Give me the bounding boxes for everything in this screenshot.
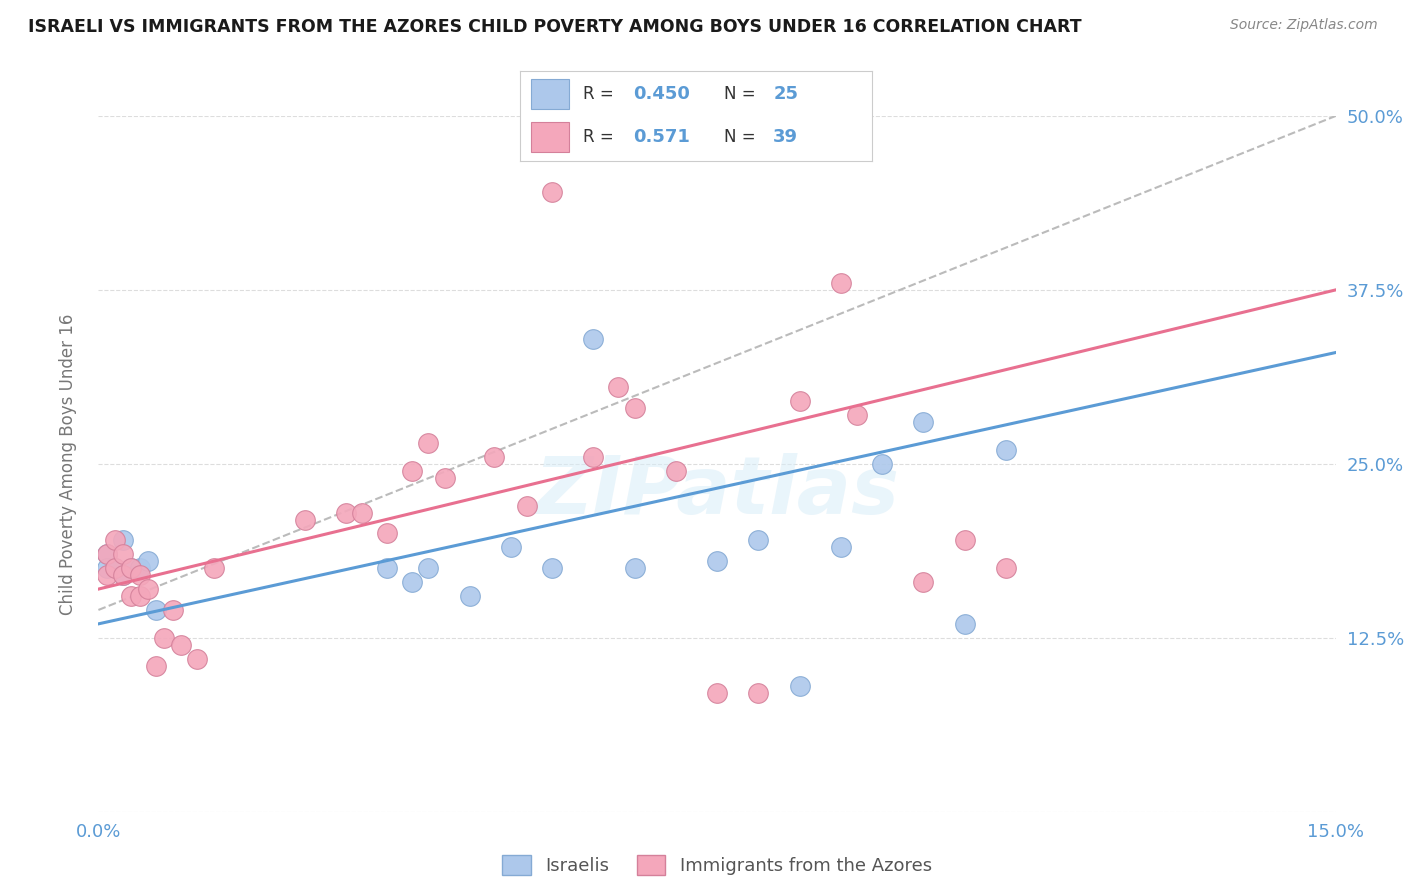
Text: ZIPatlas: ZIPatlas [534, 452, 900, 531]
Point [418, 561, 440, 575]
Point [136, 554, 159, 568]
Point [153, 631, 176, 645]
Text: ISRAELI VS IMMIGRANTS FROM THE AZORES CHILD POVERTY AMONG BOYS UNDER 16 CORRELAT: ISRAELI VS IMMIGRANTS FROM THE AZORES CH… [28, 18, 1081, 36]
Point [112, 547, 135, 561]
Legend: Israelis, Immigrants from the Azores: Israelis, Immigrants from the Azores [495, 847, 939, 883]
Point [136, 582, 159, 596]
Point [706, 686, 728, 700]
Point [120, 589, 142, 603]
Bar [531, 79, 569, 109]
Point [128, 568, 150, 582]
Point [375, 561, 398, 575]
Point [128, 561, 150, 575]
Point [994, 442, 1017, 457]
Point [747, 686, 769, 700]
Point [846, 408, 869, 422]
Point [458, 589, 481, 603]
Point [870, 457, 893, 471]
Point [104, 561, 127, 575]
Point [953, 616, 976, 631]
Point [186, 651, 208, 665]
Point [953, 533, 976, 548]
Point [912, 415, 935, 429]
Point [623, 561, 645, 575]
Point [912, 575, 935, 590]
Point [112, 568, 135, 582]
Y-axis label: Child Poverty Among Boys Under 16: Child Poverty Among Boys Under 16 [59, 313, 77, 615]
Text: N =: N = [724, 128, 761, 146]
Point [582, 332, 605, 346]
Point [112, 533, 135, 548]
Point [541, 186, 564, 200]
Point [352, 506, 374, 520]
Point [112, 568, 135, 582]
Point [418, 436, 440, 450]
Point [401, 575, 423, 590]
Point [104, 533, 127, 548]
Bar [531, 122, 569, 152]
Text: 0.450: 0.450 [633, 85, 689, 103]
Point [789, 680, 811, 694]
Point [665, 464, 688, 478]
Text: 39: 39 [773, 128, 799, 146]
Point [789, 394, 811, 409]
Point [335, 506, 357, 520]
Point [96, 547, 118, 561]
Point [830, 276, 852, 290]
Point [607, 380, 630, 394]
Point [499, 541, 522, 555]
Text: Source: ZipAtlas.com: Source: ZipAtlas.com [1230, 18, 1378, 32]
Text: R =: R = [583, 85, 620, 103]
Point [623, 401, 645, 416]
Point [145, 658, 167, 673]
Point [120, 561, 142, 575]
Point [145, 603, 167, 617]
Text: 0.571: 0.571 [633, 128, 689, 146]
Point [96, 561, 118, 575]
Point [375, 526, 398, 541]
Point [747, 533, 769, 548]
Point [104, 561, 127, 575]
Text: N =: N = [724, 85, 761, 103]
Point [433, 471, 456, 485]
Point [294, 512, 316, 526]
Point [96, 547, 118, 561]
Point [484, 450, 506, 464]
Point [706, 554, 728, 568]
Point [170, 638, 193, 652]
Point [96, 568, 118, 582]
Point [120, 561, 142, 575]
Point [830, 541, 852, 555]
Point [582, 450, 605, 464]
Text: 25: 25 [773, 85, 799, 103]
Text: R =: R = [583, 128, 624, 146]
Point [994, 561, 1017, 575]
Point [128, 589, 150, 603]
Point [202, 561, 225, 575]
Point [162, 603, 184, 617]
Point [401, 464, 423, 478]
Point [541, 561, 564, 575]
Point [516, 499, 538, 513]
